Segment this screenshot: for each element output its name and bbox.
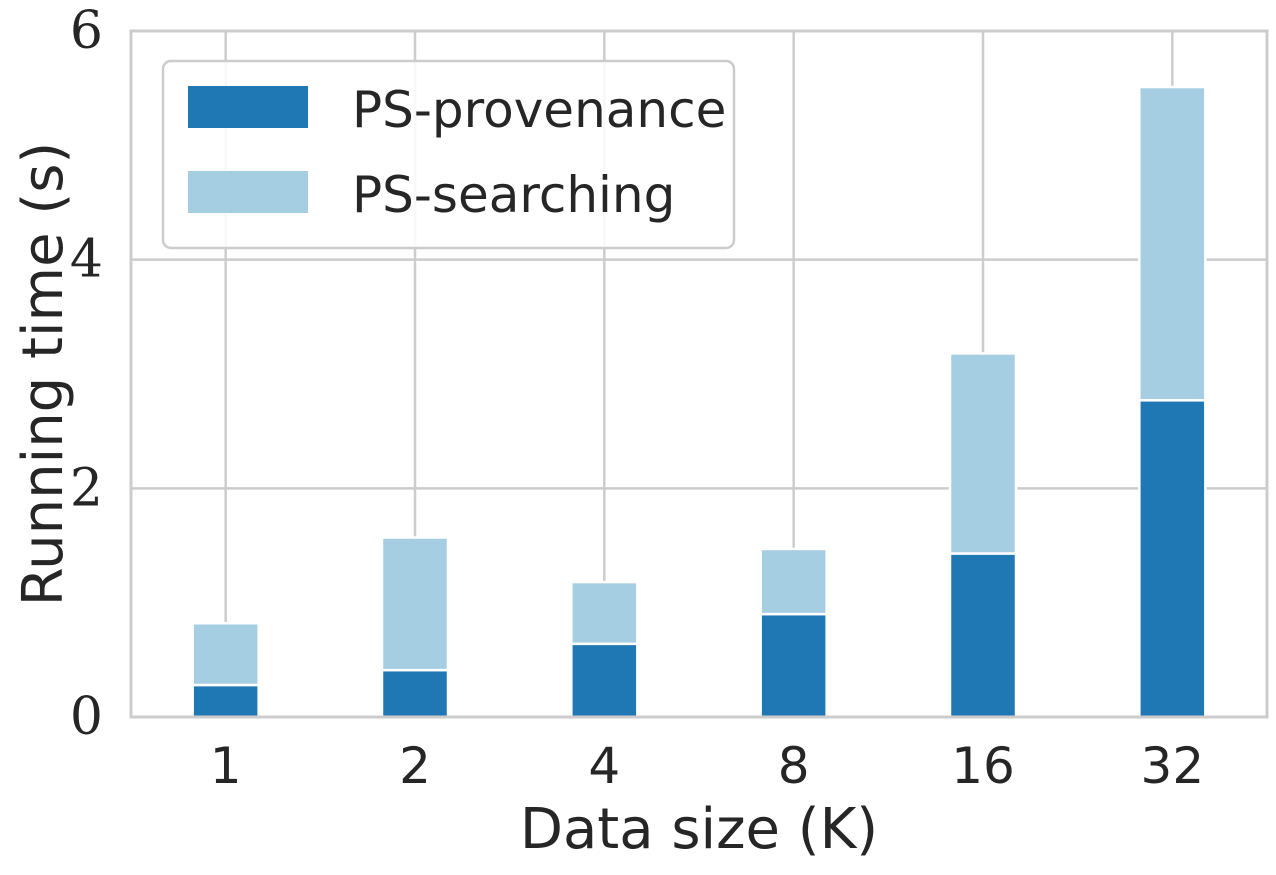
bar-ps-provenance-2 [380,668,450,719]
x-axis-label: Data size (K) [520,797,878,862]
bar-ps-provenance-32 [1138,399,1207,719]
y-tick-label: 6 [70,1,103,61]
y-axis-label: Running time (s) [11,142,76,606]
bar-ps-searching-2 [380,536,450,672]
bar-ps-provenance-4 [570,642,639,719]
x-tick-label: 2 [399,737,431,795]
bar-ps-searching-1 [191,621,260,687]
y-tick-label: 4 [70,230,103,290]
bar-ps-provenance-8 [759,612,828,719]
plot-frame [129,29,1269,719]
x-tick-label: 16 [951,737,1015,795]
x-tick-label: 1 [210,737,242,795]
x-tick-labels: 1 2 4 8 16 32 [210,737,1204,795]
bar-ps-provenance-1 [191,683,260,719]
bar-ps-searching-8 [759,547,828,616]
bar-ps-searching-16 [948,352,1018,555]
x-tick-label: 4 [588,737,620,795]
bar-ps-searching-4 [570,580,639,646]
y-tick-labels: 0 2 4 6 [70,1,103,747]
bar-ps-provenance-16 [948,552,1018,719]
legend-swatch-ps-provenance [188,86,308,128]
y-tick-label: 0 [70,687,103,747]
legend-swatch-ps-searching [188,171,308,213]
bar-ps-searching-32 [1138,85,1207,402]
legend-label-ps-searching: PS-searching [352,166,675,224]
x-tick-label: 32 [1141,737,1205,795]
y-tick-label: 2 [70,458,103,518]
x-tick-label: 8 [778,737,810,795]
legend: PS-provenance PS-searching [161,59,736,250]
legend-label-ps-provenance: PS-provenance [352,81,726,139]
